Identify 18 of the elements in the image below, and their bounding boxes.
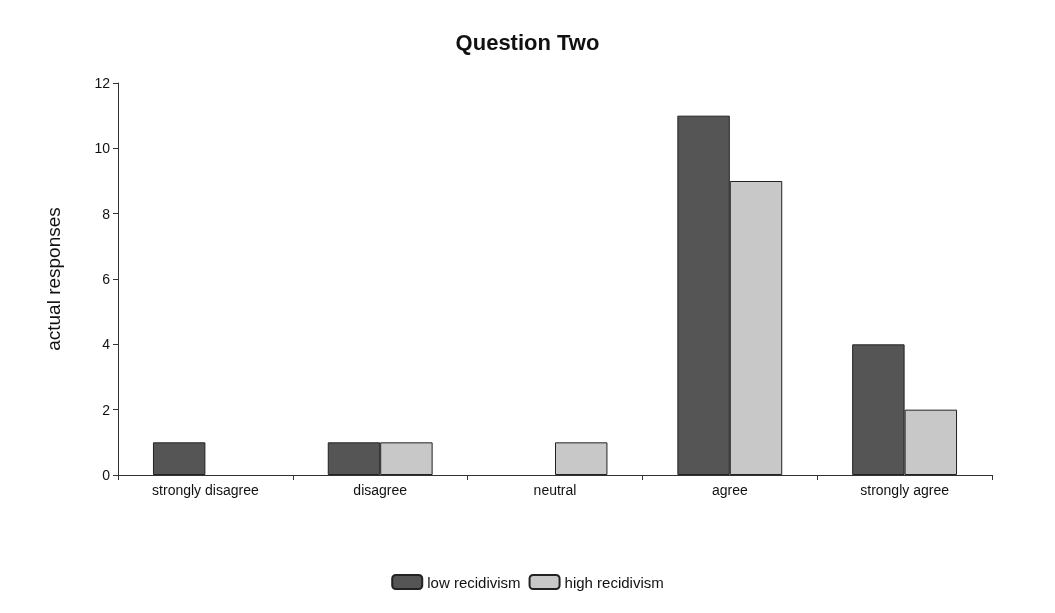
legend-label: low recidivism [427, 573, 521, 591]
y-tick-label: 0 [102, 467, 111, 483]
y-tick-label: 12 [94, 75, 111, 91]
chart-title: Question Two [455, 29, 600, 55]
y-tick-label: 8 [102, 205, 111, 222]
x-tick-label: agree [711, 482, 748, 498]
bar [555, 442, 608, 475]
y-tick-label: 6 [102, 271, 111, 287]
y-tick-label: 10 [94, 140, 111, 157]
y-axis-title: actual responses [43, 207, 64, 351]
y-tick-label: 4 [102, 336, 111, 353]
x-tick-label: neutral [533, 482, 577, 498]
x-tick-label: strongly disagree [152, 482, 259, 498]
y-tick-label: 2 [102, 401, 111, 418]
x-tick-label: disagree [353, 482, 408, 498]
legend-label: high recidivism [564, 573, 664, 591]
x-tick-label: strongly agree [860, 482, 950, 498]
bar [152, 442, 206, 475]
